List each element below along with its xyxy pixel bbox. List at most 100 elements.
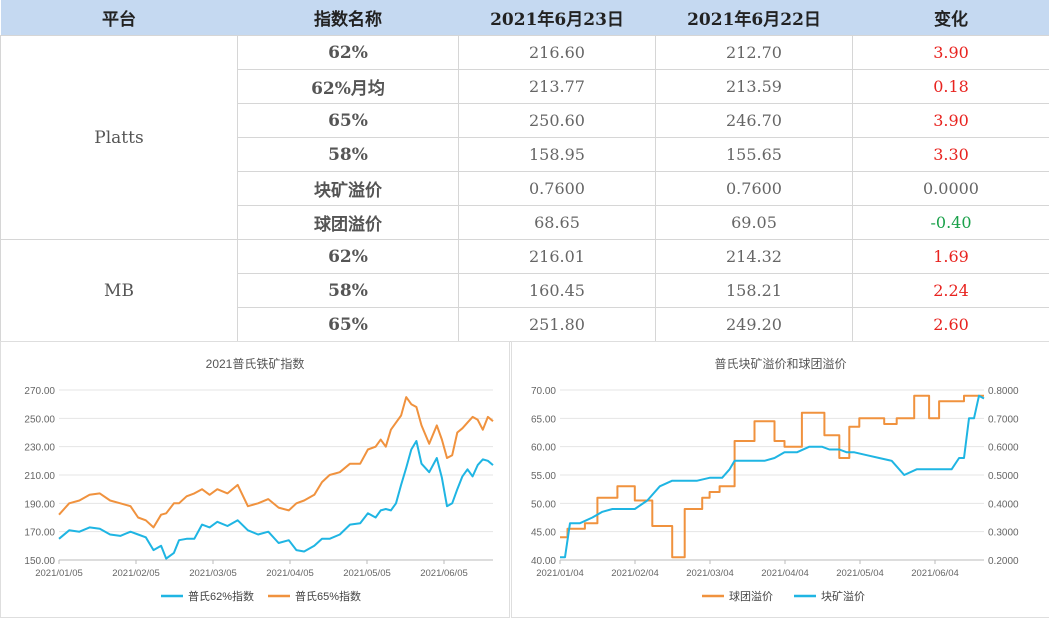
value-date-1-cell: 216.60 [458, 35, 656, 70]
value-date-2-cell: 155.65 [655, 137, 853, 172]
value-date-1-cell: 68.65 [458, 205, 656, 240]
change-cell: 2.24 [852, 273, 1049, 308]
change-cell: 0.18 [852, 69, 1049, 104]
iron-ore-index-table: 平台 指数名称 2021年6月23日 2021年6月22日 变化 Platts 6… [0, 0, 1049, 342]
y-right-tick-label: 0.7000 [988, 414, 1019, 425]
y-right-tick-label: 0.3000 [988, 528, 1019, 539]
y-tick-label: 210.00 [24, 471, 55, 482]
value-date-2-cell: 249.20 [655, 307, 853, 342]
value-date-2-cell: 213.59 [655, 69, 853, 104]
x-tick-label: 2021/06/04 [911, 568, 959, 579]
y-tick-label: 170.00 [24, 528, 55, 539]
y-tick-label: 190.00 [24, 499, 55, 510]
value-date-2-cell: 246.70 [655, 103, 853, 138]
change-cell: 3.90 [852, 103, 1049, 138]
index-name-cell: 球团溢价 [237, 205, 459, 240]
chart-title: 2021普氏铁矿指数 [206, 356, 305, 371]
value-date-1-cell: 216.01 [458, 239, 656, 274]
y-tick-label: 60.00 [531, 443, 556, 454]
platts-index-chart: 2021普氏铁矿指数 150.00 170.00 190.00 210.00 230.00… [0, 341, 510, 618]
y-tick-label: 250.00 [24, 414, 55, 425]
table-row: 球团溢价 68.65 69.05 -0.40 [1, 205, 1049, 240]
change-cell: 1.69 [852, 239, 1049, 274]
charts-area: 2021普氏铁矿指数 150.00 170.00 190.00 210.00 230.00… [0, 341, 1049, 624]
chart-svg: 普氏块矿溢价和球团溢价 40.00 45.00 50.00 55.00 60.00 65.0… [531, 357, 1019, 603]
index-name-cell: 58% [237, 137, 459, 172]
x-tick-label: 2021/02/05 [112, 568, 160, 579]
table-row: 块矿溢价 0.7600 0.7600 0.0000 [1, 171, 1049, 206]
change-cell: 0.0000 [852, 171, 1049, 206]
series-line-0 [560, 394, 984, 559]
index-name-cell: 65% [237, 307, 459, 342]
y-tick-label: 270.00 [24, 386, 55, 397]
change-cell: 2.60 [852, 307, 1049, 342]
y-tick-label: 65.00 [531, 414, 556, 425]
value-date-1-cell: 250.60 [458, 103, 656, 138]
index-name-cell: 58% [237, 273, 459, 308]
series-line-0 [58, 440, 494, 560]
x-tick-label: 2021/03/05 [189, 568, 237, 579]
value-date-1-cell: 0.7600 [458, 171, 656, 206]
legend-label: 普氏62%指数 [188, 589, 254, 603]
table-row: 58% 158.95 155.65 3.30 [1, 137, 1049, 172]
legend-label: 普氏65%指数 [295, 589, 361, 603]
y-tick-label: 230.00 [24, 443, 55, 454]
y-right-tick-label: 0.5000 [988, 471, 1019, 482]
table-row: Platts 62% 216.60 212.70 3.90 [0, 35, 1049, 240]
y-tick-label: 50.00 [531, 499, 556, 510]
y-tick-label: 40.00 [531, 556, 556, 567]
index-name-cell: 62% [237, 35, 459, 70]
value-date-1-cell: 160.45 [458, 273, 656, 308]
y-tick-label: 45.00 [531, 528, 556, 539]
x-tick-label: 2021/01/05 [35, 568, 83, 579]
x-tick-label: 2021/04/05 [266, 568, 314, 579]
header-change: 变化 [852, 0, 1049, 36]
y-right-tick-label: 0.2000 [988, 556, 1019, 567]
x-tick-label: 2021/05/04 [836, 568, 884, 579]
header-date-2: 2021年6月22日 [655, 0, 853, 36]
x-tick-label: 2021/06/05 [420, 568, 468, 579]
change-cell: 3.90 [852, 35, 1049, 70]
table-row: 65% 250.60 246.70 3.90 [1, 103, 1049, 138]
table-row: 58% 160.45 158.21 2.24 [1, 273, 1049, 308]
index-name-cell: 65% [237, 103, 459, 138]
x-tick-label: 2021/01/04 [536, 568, 584, 579]
x-tick-label: 2021/03/04 [686, 568, 734, 579]
premium-chart: 普氏块矿溢价和球团溢价 40.00 45.00 50.00 55.00 60.00 65.0… [511, 341, 1049, 618]
value-date-2-cell: 212.70 [655, 35, 853, 70]
change-cell: 3.30 [852, 137, 1049, 172]
value-date-2-cell: 69.05 [655, 205, 853, 240]
table-row: 62%月均 213.77 213.59 0.18 [1, 69, 1049, 104]
y-tick-label: 55.00 [531, 471, 556, 482]
header-index-name: 指数名称 [237, 0, 459, 36]
value-date-2-cell: 158.21 [655, 273, 853, 308]
y-right-tick-label: 0.4000 [988, 499, 1019, 510]
x-tick-label: 2021/02/04 [611, 568, 659, 579]
change-cell: -0.40 [852, 205, 1049, 240]
y-right-tick-label: 0.6000 [988, 443, 1019, 454]
header-date-1: 2021年6月23日 [458, 0, 656, 36]
table-header-row: 平台 指数名称 2021年6月23日 2021年6月22日 变化 [0, 0, 1049, 36]
value-date-2-cell: 214.32 [655, 239, 853, 274]
y-right-tick-label: 0.8000 [988, 386, 1019, 397]
table-row: 65% 251.80 249.20 2.60 [1, 307, 1049, 342]
series-line-1 [58, 396, 494, 529]
x-tick-label: 2021/04/04 [761, 568, 809, 579]
platform-cell: Platts [0, 35, 238, 240]
header-platform: 平台 [0, 0, 238, 36]
chart-title: 普氏块矿溢价和球团溢价 [714, 357, 846, 371]
index-name-cell: 块矿溢价 [237, 171, 459, 206]
value-date-1-cell: 213.77 [458, 69, 656, 104]
index-name-cell: 62%月均 [237, 69, 459, 104]
chart-svg: 2021普氏铁矿指数 150.00 170.00 190.00 210.00 230.00… [24, 356, 494, 603]
value-date-2-cell: 0.7600 [655, 171, 853, 206]
x-tick-label: 2021/05/05 [343, 568, 391, 579]
y-tick-label: 70.00 [531, 386, 556, 397]
legend-label: 块矿溢价 [821, 589, 865, 603]
index-name-cell: 62% [237, 239, 459, 274]
series-line-1 [560, 394, 985, 559]
y-tick-label: 150.00 [24, 556, 55, 567]
value-date-1-cell: 251.80 [458, 307, 656, 342]
table-row: MB 62% 216.01 214.32 1.69 [0, 239, 1049, 342]
value-date-1-cell: 158.95 [458, 137, 656, 172]
